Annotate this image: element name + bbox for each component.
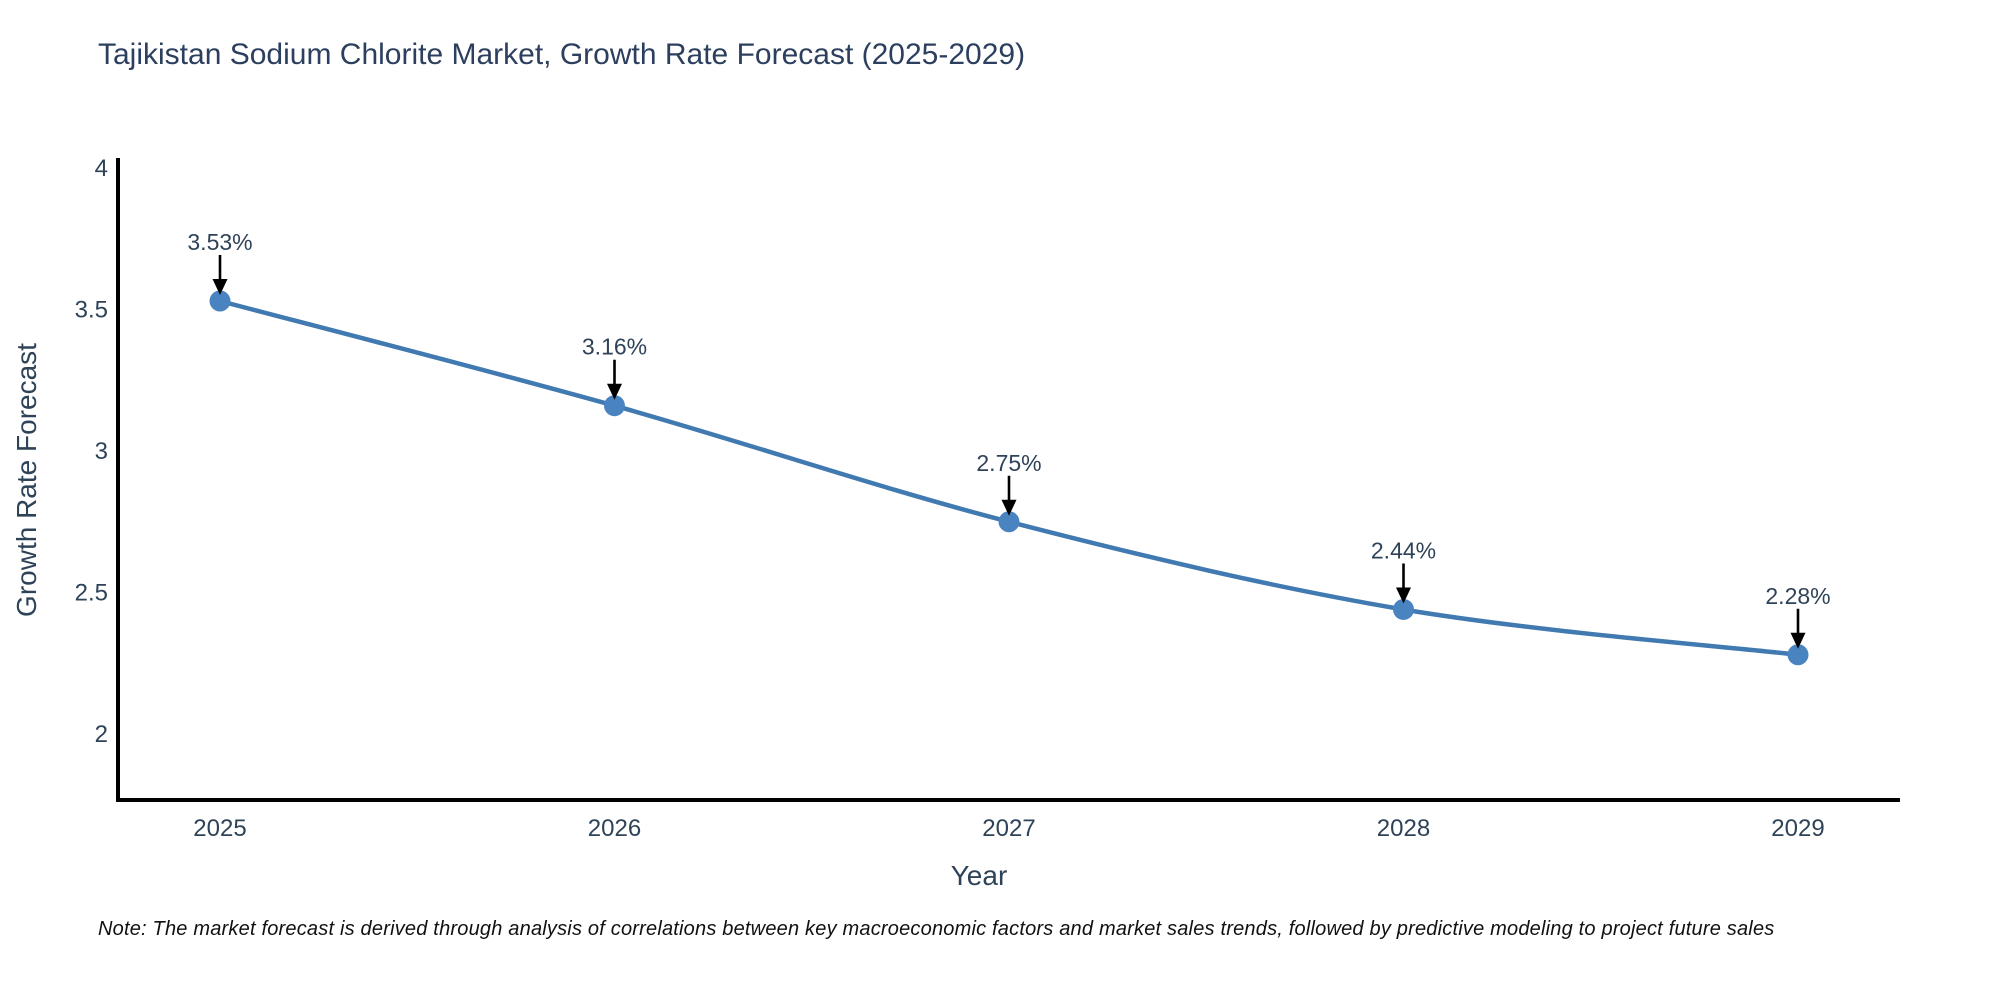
footnote: Note: The market forecast is derived thr… — [98, 918, 1775, 940]
x-tick-label: 2028 — [1377, 815, 1430, 842]
data-point-marker-2029[interactable] — [1787, 644, 1809, 666]
y-tick-label: 4 — [95, 155, 108, 182]
data-point-marker-2028[interactable] — [1393, 598, 1414, 620]
data-point-value-label: 3.16% — [582, 334, 647, 360]
x-tick-label: 2025 — [193, 815, 246, 842]
data-point-marker-2027[interactable] — [998, 511, 1020, 533]
data-point-value-label: 2.44% — [1371, 537, 1436, 563]
y-axis-title: Growth Rate Forecast — [11, 343, 42, 617]
x-axis-title: Year — [951, 860, 1008, 891]
data-point-value-label: 3.53% — [187, 229, 252, 255]
x-tick-label: 2029 — [1771, 815, 1824, 842]
y-tick-label: 2.5 — [75, 580, 108, 607]
data-point-marker-2025[interactable] — [209, 290, 231, 312]
annotation-arrowhead-icon — [212, 279, 228, 296]
annotation-arrowhead-icon — [1790, 632, 1806, 649]
y-tick-label: 3 — [95, 438, 108, 465]
annotation-arrowhead-icon — [1001, 499, 1017, 516]
x-tick-label: 2026 — [588, 815, 641, 842]
annotation-arrowhead-icon — [1396, 587, 1411, 604]
y-tick-label: 3.5 — [75, 297, 108, 324]
data-point-marker-2026[interactable] — [604, 395, 625, 417]
y-tick-label: 2 — [95, 721, 108, 748]
x-tick-label: 2027 — [982, 815, 1035, 842]
annotation-arrowhead-icon — [607, 383, 622, 400]
data-point-value-label: 2.75% — [976, 450, 1041, 476]
chart-title: Tajikistan Sodium Chlorite Market, Growt… — [98, 38, 1026, 71]
data-point-value-label: 2.28% — [1765, 583, 1830, 609]
